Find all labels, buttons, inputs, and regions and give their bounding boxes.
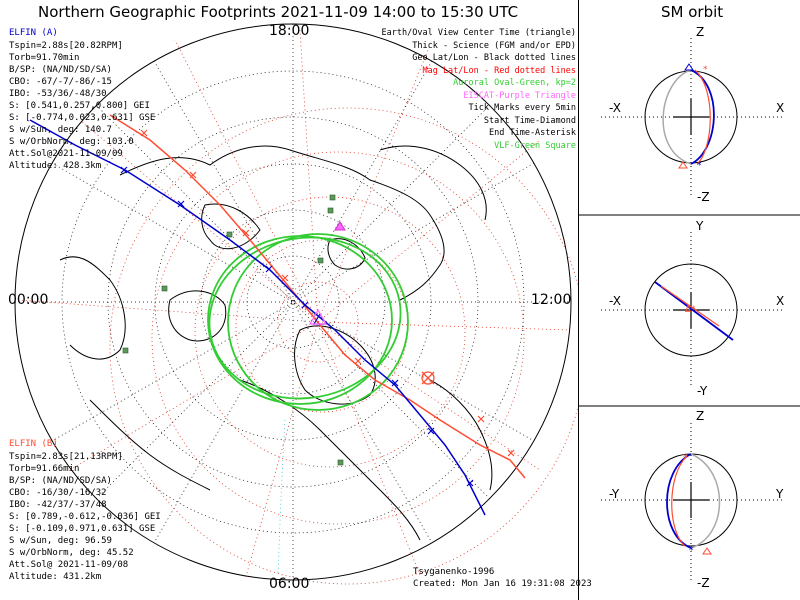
orbit2-bottom-label: -Y xyxy=(697,384,708,398)
start-time-diamond-cross xyxy=(421,371,435,385)
orbit-plot-xz: * * xyxy=(601,38,784,195)
elfin-b-info-line: S: [-0.109,0.971,0.631] GSE xyxy=(9,524,156,534)
auroral-oval xyxy=(207,233,409,411)
orbit1-right-label: X xyxy=(776,101,785,115)
orbit1-bottom-label: -Z xyxy=(697,190,710,204)
elfin-a-info-line: Tspin=2.88s[20.82RPM] xyxy=(9,41,123,51)
start-time-diamond xyxy=(421,371,435,385)
elfin-b-info-line: B/SP: (NA/ND/SD/SA) xyxy=(9,476,112,486)
orbit2-top-label: Y xyxy=(696,219,704,233)
mag-grid xyxy=(17,29,578,585)
elfin-a-info: Tspin=2.88s[20.82RPM] Torb=91.70min B/SP: … xyxy=(9,40,155,172)
elfin-a-info-line: Torb=91.70min xyxy=(9,53,80,63)
vlf-squares xyxy=(122,194,344,466)
elfin-b-info-line: Torb=91.66min xyxy=(9,464,80,474)
legend-item: VLF-Green Square xyxy=(494,140,576,151)
svg-text:*: * xyxy=(697,161,702,171)
orbit3-right-label: Y xyxy=(776,487,784,501)
elfin-b-info-line: S: [0.789,-0.612,-0.036] GEI xyxy=(9,512,161,522)
orbit-plots: * * Δ* * * xyxy=(579,38,800,580)
legend-item: EISCAT-Purple Triangle xyxy=(463,90,576,101)
elfin-b-info-line: S w/Sun, deg: 96.59 xyxy=(9,536,112,546)
elfin-a-info-line: S: [-0.774,0.023,0.631] GSE xyxy=(9,113,156,123)
polar-map xyxy=(14,23,578,585)
elfin-a-info-line: S: [0.541,0.257,0.800] GEI xyxy=(9,101,150,111)
elfin-b-info-line: Tspin=2.83s[21.13RPM] xyxy=(9,452,123,462)
elfin-b-info-line: Altitude: 431.2km xyxy=(9,572,102,582)
elfin-a-info-line: S w/OrbNorm, deg: 103.0 xyxy=(9,137,134,147)
elfin-a-info-line: Altitude: 428.3km xyxy=(9,161,102,171)
view-center-triangle-b xyxy=(308,308,328,325)
orbit-plot-xy: Δ* xyxy=(601,232,784,388)
elfin-b-name: ELFIN (B) xyxy=(9,439,58,449)
svg-text:*: * xyxy=(683,453,688,463)
eiscat-triangle xyxy=(334,221,346,231)
time-label-right: 12:00 xyxy=(531,292,572,308)
elfin-a-track xyxy=(29,119,486,516)
orbit3-top-label: Z xyxy=(696,409,705,423)
svg-text:*: * xyxy=(703,65,708,75)
legend-item: Earth/Oval View Center Time (triangle) xyxy=(381,28,576,38)
elfin-a-ticks xyxy=(120,166,474,487)
elfin-b-info-line: S w/OrbNorm, deg: 45.52 xyxy=(9,548,134,558)
elfin-b-ticks xyxy=(140,129,515,457)
legend-item: End Time-Asterisk xyxy=(489,128,576,138)
elfin-a-name: ELFIN (A) xyxy=(9,28,58,38)
orbit1-top-label: Z xyxy=(696,25,705,39)
geo-lon-grid xyxy=(15,24,571,580)
orbit2-right-label: X xyxy=(776,294,785,308)
orbit2-left-label: -X xyxy=(609,294,621,308)
elfin-b-info-line: CBO: -16/30/-16/32 xyxy=(9,488,107,498)
legend-item: Geo Lat/Lon - Black dotted lines xyxy=(412,53,576,63)
svg-text:Δ*: Δ* xyxy=(685,305,696,315)
map-legend: Earth/Oval View Center Time (triangle) Th… xyxy=(382,27,576,152)
page-title: Northern Geographic Footprints 2021-11-0… xyxy=(38,3,519,21)
elfin-a-info-line: S w/Sun, deg: 140.7 xyxy=(9,125,112,135)
elfin-b-track xyxy=(109,114,526,479)
dotted-path xyxy=(277,419,286,576)
elfin-b-info: Tspin=2.83s[21.13RPM] Torb=91.66min B/SP: … xyxy=(9,451,161,583)
orbit3-bottom-label: -Z xyxy=(697,576,710,590)
orbit-title: SM orbit xyxy=(661,3,724,21)
elfin-a-info-line: IBO: -53/36/-48/30 xyxy=(9,89,107,99)
credits-created: Created: Mon Jan 16 19:31:08 2023 xyxy=(413,579,592,589)
elfin-a-info-line: CBO: -67/-7/-86/-15 xyxy=(9,77,112,87)
elfin-a-info-line: Att.Sol@2021-11-09/09 xyxy=(9,149,123,159)
orbit-panel: SM orbit * * Δ* xyxy=(578,0,800,600)
legend-item: Thick - Science (FGM and/or EPD) xyxy=(412,40,576,51)
elfin-a-info-line: B/SP: (NA/ND/SD/SA) xyxy=(9,65,112,75)
elfin-b-info-line: IBO: -42/37/-37/48 xyxy=(9,500,107,510)
elfin-b-info-line: Att.Sol@ 2021-11-09/08 xyxy=(9,560,129,570)
credits-model: Tsyganenko-1996 xyxy=(413,567,495,577)
svg-text:*: * xyxy=(689,546,694,556)
orbit1-left-label: -X xyxy=(609,101,621,115)
legend-item: Mag Lat/Lon - Red dotted lines xyxy=(422,65,576,76)
legend-item: Auroral Oval-Green, kp=2 xyxy=(453,78,576,88)
time-label-left: 00:00 xyxy=(8,292,49,308)
legend-item: Start Time-Diamond xyxy=(483,115,576,126)
orbit3-left-label: -Y xyxy=(609,487,620,501)
map-panel: Northern Geographic Footprints 2021-11-0… xyxy=(8,3,592,592)
time-label-bottom: 06:00 xyxy=(269,576,310,592)
coastlines xyxy=(59,145,493,541)
orbit-plot-yz: * * xyxy=(601,423,784,580)
legend-item: Tick Marks every 5min xyxy=(468,103,576,113)
time-label-top: 18:00 xyxy=(269,23,310,39)
